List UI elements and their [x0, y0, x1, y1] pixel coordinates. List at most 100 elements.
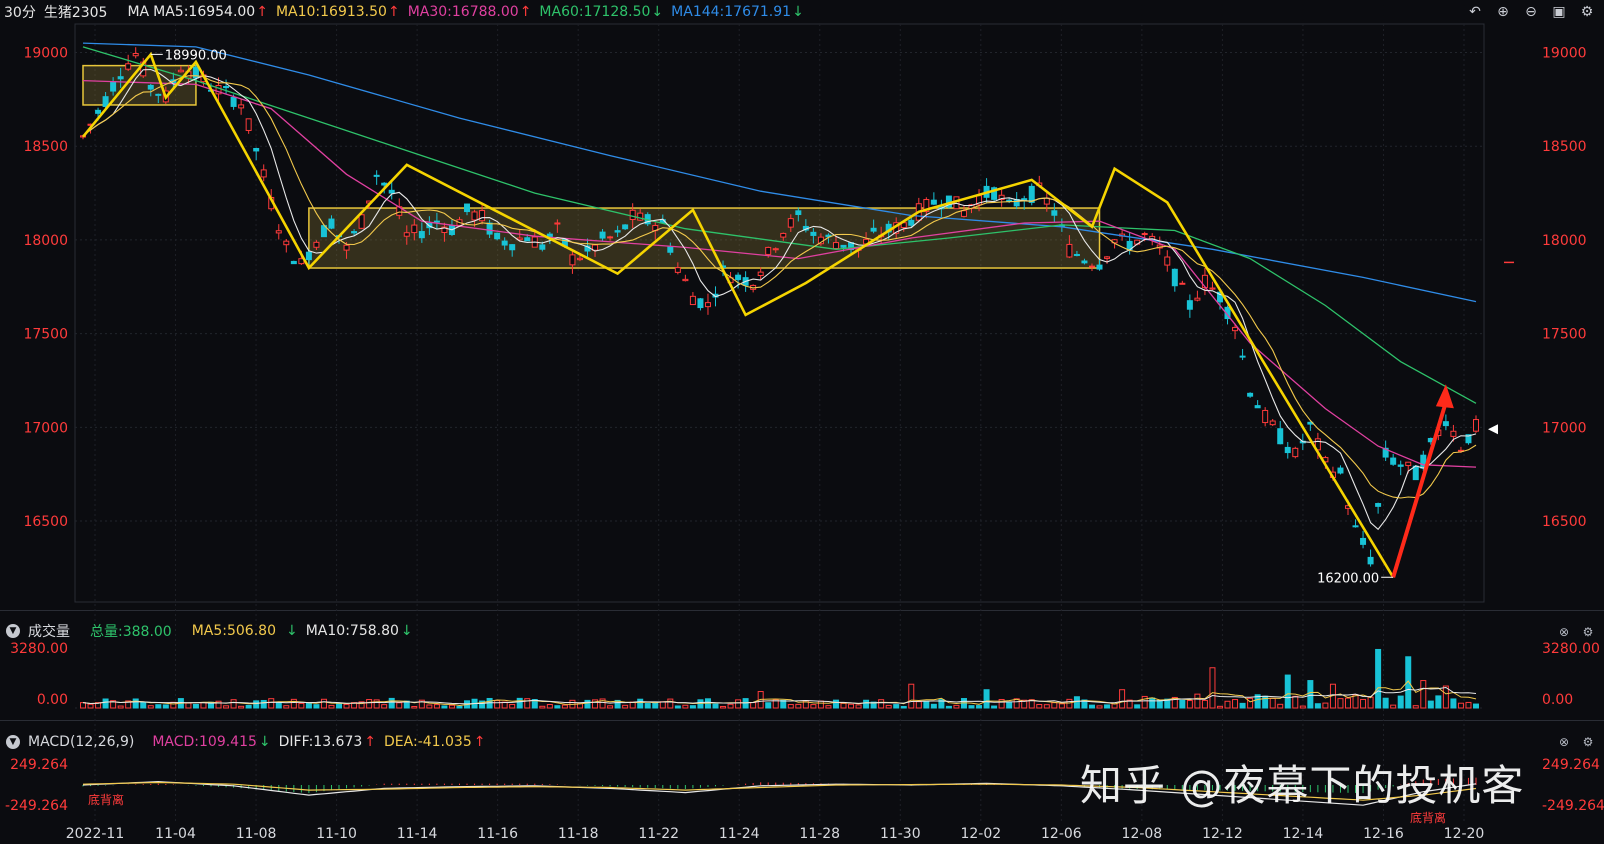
- candle-body: [1247, 392, 1254, 397]
- volume-bar: [388, 697, 395, 709]
- zoom-in-icon[interactable]: ⊕: [1497, 4, 1509, 20]
- candle-body: [1096, 264, 1103, 270]
- x-tick-label: 11-30: [880, 826, 921, 842]
- collapse-macd-icon[interactable]: ▼: [6, 735, 20, 749]
- volume-bar: [125, 700, 132, 709]
- volume-y-label-right: 0.00: [1542, 692, 1573, 708]
- macd-value: MACD:109.415: [152, 734, 257, 750]
- volume-bar: [268, 698, 275, 709]
- candle-body: [1254, 405, 1261, 409]
- close-macd-icon[interactable]: ⊗: [1558, 735, 1570, 749]
- y-tick-label-left: 17000: [23, 420, 68, 436]
- y-tick-label-left: 19000: [23, 45, 68, 61]
- volume-bar: [810, 704, 817, 709]
- undo-icon[interactable]: ↶: [1469, 4, 1481, 20]
- candle-body: [358, 214, 365, 229]
- volume-bar: [697, 699, 704, 709]
- volume-bar: [185, 702, 192, 709]
- volume-bar: [147, 705, 154, 709]
- candle-body: [629, 209, 636, 220]
- x-tick-label: 12-08: [1122, 826, 1163, 842]
- volume-bar: [1224, 700, 1231, 709]
- volume-bar: [1096, 705, 1103, 709]
- volume-bar: [305, 702, 312, 709]
- volume-bar: [238, 705, 245, 709]
- candle-body: [501, 240, 508, 246]
- main-header: 30分 生猪2305 MA MA5:16954.00 ↑ MA10:16913.50…: [0, 0, 1604, 24]
- candle-body: [471, 211, 478, 221]
- volume-bar: [832, 699, 839, 709]
- volume-ma5-arrow: ↓: [285, 623, 298, 639]
- volume-bar: [253, 700, 260, 709]
- volume-bar: [524, 698, 531, 709]
- x-tick-label: 12-06: [1041, 826, 1082, 842]
- volume-bar: [787, 704, 794, 709]
- volume-bar: [117, 705, 124, 709]
- volume-bar: [170, 701, 177, 709]
- candle-body: [1352, 525, 1359, 528]
- candle-body: [192, 66, 199, 79]
- diff-value: DIFF:13.673: [278, 734, 363, 750]
- candle-body: [795, 210, 802, 216]
- close-volume-icon[interactable]: ⊗: [1558, 625, 1570, 639]
- volume-bar: [1216, 705, 1223, 709]
- volume-title: 成交量: [28, 624, 70, 640]
- candle-body: [810, 231, 817, 236]
- volume-bar: [652, 702, 659, 709]
- volume-bar: [780, 699, 787, 709]
- volume-ma5: MA5:506.80: [191, 623, 276, 639]
- candle-body: [1269, 420, 1276, 426]
- volume-bar: [554, 705, 561, 709]
- settings-icon[interactable]: ⚙: [1580, 4, 1594, 20]
- volume-settings-icon[interactable]: ⚙: [1582, 625, 1594, 639]
- volume-bar: [132, 698, 139, 709]
- volume-bar: [87, 703, 94, 709]
- collapse-volume-icon[interactable]: ▼: [6, 624, 20, 638]
- macd-arrow: ↓: [258, 734, 271, 750]
- candle-body: [1141, 233, 1148, 236]
- candle-body: [1450, 430, 1457, 437]
- candle-body: [343, 244, 350, 251]
- candle-body: [381, 182, 388, 186]
- symbol-label[interactable]: 生猪2305: [43, 5, 108, 21]
- candle-body: [569, 254, 576, 266]
- window-icon[interactable]: ▣: [1552, 4, 1566, 20]
- volume-bar: [494, 700, 501, 709]
- candle-body: [313, 241, 320, 248]
- volume-bar: [1344, 697, 1351, 709]
- candle-body: [253, 148, 260, 152]
- volume-bar: [915, 701, 922, 709]
- volume-bar: [968, 705, 975, 709]
- volume-bar: [1156, 699, 1163, 709]
- volume-bar: [1292, 695, 1299, 709]
- volume-bar: [1360, 698, 1367, 709]
- y-tick-label-left: 18500: [23, 139, 68, 155]
- candle-body: [524, 237, 531, 242]
- volume-bar: [644, 703, 651, 709]
- volume-bar: [712, 703, 719, 709]
- price-panel-frame: [74, 23, 1485, 603]
- volume-bar: [275, 702, 282, 709]
- volume-bar: [855, 704, 862, 709]
- volume-bar: [245, 704, 252, 709]
- candle-body: [772, 248, 779, 251]
- candle-body: [930, 199, 937, 205]
- macd-y-label-left: 249.264: [10, 757, 68, 773]
- candle-body: [1284, 446, 1291, 454]
- volume-bar: [1465, 701, 1472, 709]
- candle-body: [411, 224, 418, 234]
- diff-arrow: ↑: [364, 734, 377, 750]
- volume-bar: [102, 698, 109, 709]
- volume-bar: [155, 704, 162, 709]
- period-label[interactable]: 30分: [4, 5, 36, 21]
- volume-bar: [1232, 699, 1239, 709]
- zoom-out-icon[interactable]: ⊖: [1525, 4, 1537, 20]
- macd-settings-icon[interactable]: ⚙: [1582, 735, 1594, 749]
- candle-body: [765, 246, 772, 255]
- candle-body: [1179, 282, 1186, 285]
- high-annotation: 18990.00: [165, 48, 227, 63]
- volume-total: 总量:388.00: [90, 624, 172, 640]
- candle-body: [674, 267, 681, 273]
- candle-body: [923, 199, 930, 212]
- volume-bar: [1390, 704, 1397, 709]
